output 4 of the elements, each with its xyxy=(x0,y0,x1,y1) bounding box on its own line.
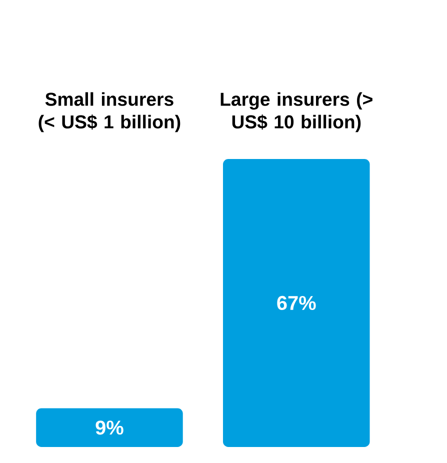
data-label: 9% xyxy=(96,420,124,435)
x-tick-label: Small insurers (< US$ 1 billion) xyxy=(38,92,180,132)
data-label: 67% xyxy=(277,296,316,310)
x-tick-label: Large insurers (> US$ 10 billion) xyxy=(220,92,372,132)
